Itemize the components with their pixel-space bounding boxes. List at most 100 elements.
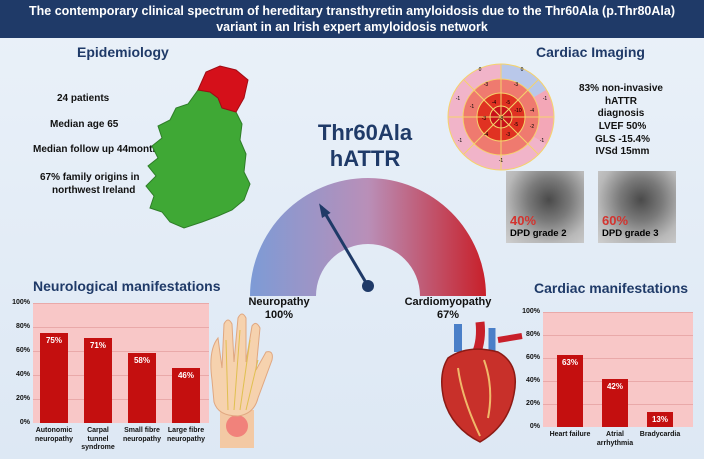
cardiac-chart-title: Cardiac manifestations <box>534 280 689 296</box>
bullseye-value: 0 <box>521 67 524 73</box>
bar-value-label: 71% <box>89 340 106 350</box>
title-line-2: variant in an Irish expert amyloidosis n… <box>216 20 488 34</box>
gauge-needle <box>319 206 370 287</box>
x-category-label-line: Carpal <box>87 427 109 434</box>
x-category-label-line: neuropathy <box>34 435 74 443</box>
cardiac-imaging-title: Cardiac Imaging <box>536 44 645 60</box>
bullseye-value: -3 <box>484 82 489 88</box>
hand-illustration <box>210 313 273 448</box>
gridline <box>33 399 209 400</box>
y-tick-label: 20% <box>15 395 30 402</box>
x-category-label: Small fibre neuropathy <box>112 427 172 444</box>
y-tick-label: 0% <box>529 423 540 430</box>
ireland-map-illustration <box>145 65 251 229</box>
gridline <box>543 312 693 313</box>
x-category-label-line: Large fibre <box>167 427 205 434</box>
y-tick-label: 80% <box>15 323 30 330</box>
bullseye-value: -3 <box>482 116 487 122</box>
center-title-line-2: hATTR <box>329 146 401 171</box>
bullseye-value: -4 <box>530 108 535 114</box>
bar <box>602 378 628 427</box>
bullseye-value: -10 <box>514 108 521 114</box>
x-category-label-line: Autonomic <box>35 427 73 434</box>
x-category-label: Heart failure <box>540 431 600 440</box>
scan-2-percent: 60% <box>602 213 629 228</box>
bar <box>128 353 156 423</box>
bar-value-label: 63% <box>561 357 578 367</box>
gridline <box>33 303 209 304</box>
bullseye-value: -1 <box>456 96 461 102</box>
y-tick-label: 100% <box>522 308 540 315</box>
gauge <box>250 178 486 296</box>
y-tick-label: 0% <box>19 419 30 426</box>
ci-diagnosis-line-1: 83% non-invasive hATTR <box>579 83 663 107</box>
bar-value-label: 13% <box>651 415 668 425</box>
gridline <box>33 375 209 376</box>
x-category-label-line: syndrome <box>81 444 115 451</box>
y-tick-label: 60% <box>525 354 540 361</box>
bullseye-value: -5 <box>506 100 511 106</box>
bullseye-value: -1 <box>470 104 475 110</box>
y-tick-label: 40% <box>525 377 540 384</box>
x-category-label: Bradycardia <box>630 431 690 440</box>
neuropathy-label-text: Neuropathy <box>248 296 310 308</box>
dpd-scan-grade-3 <box>598 171 676 243</box>
bar <box>84 337 112 423</box>
bullseye-value: -5 <box>514 122 519 128</box>
ci-echo-metrics: LVEF 50% GLS -15.4% IVSd 15mm <box>575 121 670 159</box>
bullseye-plot: 0 0 -1 -1 -3 -3 -1 -4 -5 -10 -4 -3 -8 -5… <box>447 63 555 171</box>
gridline <box>33 327 209 328</box>
neuropathy-label: Neuropathy 100% <box>246 296 312 322</box>
bullseye-value: -4 <box>492 100 497 106</box>
x-category-label: Atrial arrhythmia <box>585 431 645 448</box>
header-banner: The contemporary clinical spectrum of he… <box>0 0 704 38</box>
y-tick-label: 60% <box>15 347 30 354</box>
x-category-label: Autonomic neuropathy <box>24 427 84 444</box>
bullseye-value: -3 <box>514 82 519 88</box>
y-tick-label: 20% <box>525 400 540 407</box>
bar <box>172 367 200 423</box>
neuro-chart-title: Neurological manifestations <box>33 278 221 294</box>
bar-value-label: 42% <box>606 381 623 391</box>
epidemiology-title: Epidemiology <box>77 44 169 60</box>
epi-family-origins-2: northwest Ireland <box>52 185 136 196</box>
x-category-label-line: Bradycardia <box>639 431 681 438</box>
x-category-label-line: Atrial <box>606 431 624 438</box>
x-category-label: Large fibre neuropathy <box>156 427 216 444</box>
bar-value-label: 46% <box>177 370 194 380</box>
center-title: Thr60Ala hATTR <box>290 120 440 172</box>
northern-ireland-shape <box>197 65 249 113</box>
dpd-scan-grade-2 <box>506 171 584 243</box>
scan-1-percent: 40% <box>510 213 537 228</box>
x-category-label: Carpal tunnel syndrome <box>68 427 128 453</box>
bullseye-value: -4 <box>484 132 489 138</box>
title-line-1: The contemporary clinical spectrum of he… <box>29 4 675 18</box>
epi-median-age: Median age 65 <box>50 119 119 130</box>
cardiomyopathy-label-text: Cardiomyopathy <box>404 296 492 308</box>
cardiomyopathy-value: 67% <box>436 309 460 321</box>
ivsd-value: IVSd 15mm <box>595 146 650 157</box>
bullseye-value: -2 <box>530 124 535 130</box>
gauge-arc <box>250 178 486 296</box>
gridline <box>543 335 693 336</box>
ci-diagnosis: 83% non-invasive hATTR diagnosis <box>562 83 680 121</box>
bar-value-label: 58% <box>133 356 150 366</box>
bar <box>40 333 68 423</box>
bullseye-value: -1 <box>458 138 463 144</box>
scan-2-grade: DPD grade 3 <box>602 228 659 239</box>
gauge-needle-tip <box>319 203 331 218</box>
x-category-label-line: tunnel <box>87 435 109 443</box>
center-title-line-1: Thr60Ala <box>317 120 413 145</box>
epi-family-origins-1: 67% family origins in <box>40 172 140 183</box>
y-tick-label: 100% <box>12 299 30 306</box>
epi-follow-up: Median follow up 44months <box>33 144 165 155</box>
x-category-label-line: Small fibre <box>124 427 160 434</box>
bullseye-value: 0 <box>479 67 482 73</box>
bullseye-value: -1 <box>499 158 504 164</box>
gridline <box>543 358 693 359</box>
y-tick-label: 80% <box>525 331 540 338</box>
heart-illustration <box>441 321 523 443</box>
neuropathy-value: 100% <box>264 309 294 321</box>
x-category-label-line: neuropathy <box>122 435 162 443</box>
bar <box>647 412 673 427</box>
